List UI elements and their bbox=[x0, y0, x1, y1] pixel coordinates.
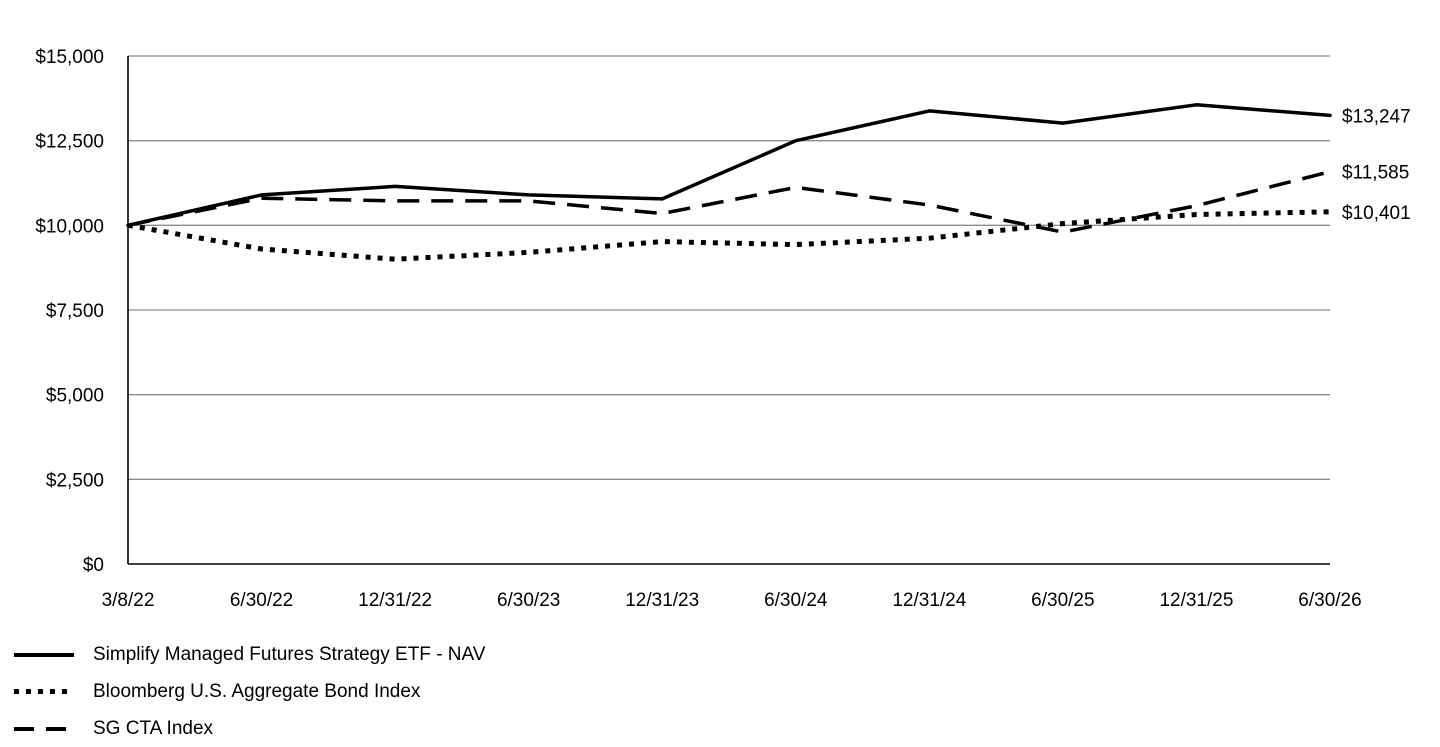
legend-swatch-solid bbox=[14, 652, 74, 657]
legend-swatch-dashed bbox=[14, 726, 74, 731]
line-chart: $0 $2,500 $5,000 $7,500 $10,000 $12,500 $15,00… bbox=[35, 47, 1411, 611]
x-tick-label: 6/30/22 bbox=[230, 590, 293, 611]
series-line-solid bbox=[126, 103, 1332, 228]
legend-label-nav: Simplify Managed Futures Strategy ETF - … bbox=[93, 643, 486, 665]
y-tick-label: $7,500 bbox=[46, 301, 104, 322]
x-tick-label: 6/30/26 bbox=[1298, 590, 1361, 611]
x-tick-label: 6/30/23 bbox=[497, 590, 560, 611]
y-tick-label: $5,000 bbox=[46, 386, 104, 407]
legend-item-bond-index: Bloomberg U.S. Aggregate Bond Index bbox=[14, 673, 485, 710]
x-tick-label: 12/31/22 bbox=[358, 590, 432, 611]
series-line-dotted bbox=[127, 209, 1331, 262]
y-axis-ticks: $0 $2,500 $5,000 $7,500 $10,000 $12,500 $15,00… bbox=[35, 47, 104, 576]
y-tick-label: $0 bbox=[83, 555, 104, 576]
y-tick-label: $2,500 bbox=[46, 470, 104, 491]
legend-item-sg-cta: SG CTA Index bbox=[14, 710, 485, 747]
x-tick-label: 12/31/25 bbox=[1159, 590, 1233, 611]
end-value-label: $11,585 bbox=[1342, 163, 1409, 184]
series-lines bbox=[126, 103, 1332, 262]
gridlines bbox=[128, 55, 1330, 480]
y-tick-label: $12,500 bbox=[35, 132, 104, 153]
legend: Simplify Managed Futures Strategy ETF - … bbox=[14, 636, 485, 747]
x-tick-label: 6/30/24 bbox=[764, 590, 828, 611]
legend-label-bond-index: Bloomberg U.S. Aggregate Bond Index bbox=[93, 680, 421, 702]
y-tick-label: $15,000 bbox=[35, 47, 104, 68]
x-axis-ticks: 3/8/22 6/30/22 12/31/22 6/30/23 12/31/23 6/30… bbox=[102, 590, 1362, 611]
legend-label-sg-cta: SG CTA Index bbox=[93, 717, 214, 739]
legend-item-nav: Simplify Managed Futures Strategy ETF - … bbox=[14, 636, 485, 673]
axes bbox=[127, 56, 1330, 565]
end-value-label: $13,247 bbox=[1342, 106, 1411, 127]
y-tick-label: $10,000 bbox=[35, 216, 104, 237]
x-tick-label: 12/31/24 bbox=[892, 590, 966, 611]
end-value-label: $10,401 bbox=[1342, 203, 1411, 224]
x-tick-label: 12/31/23 bbox=[625, 590, 699, 611]
x-tick-label: 3/8/22 bbox=[102, 590, 155, 611]
series-line-dashed bbox=[127, 170, 1331, 234]
end-labels: $13,247 $10,401 $11,585 bbox=[1342, 106, 1411, 223]
legend-swatch-dotted bbox=[14, 689, 74, 694]
x-tick-label: 6/30/25 bbox=[1031, 590, 1094, 611]
